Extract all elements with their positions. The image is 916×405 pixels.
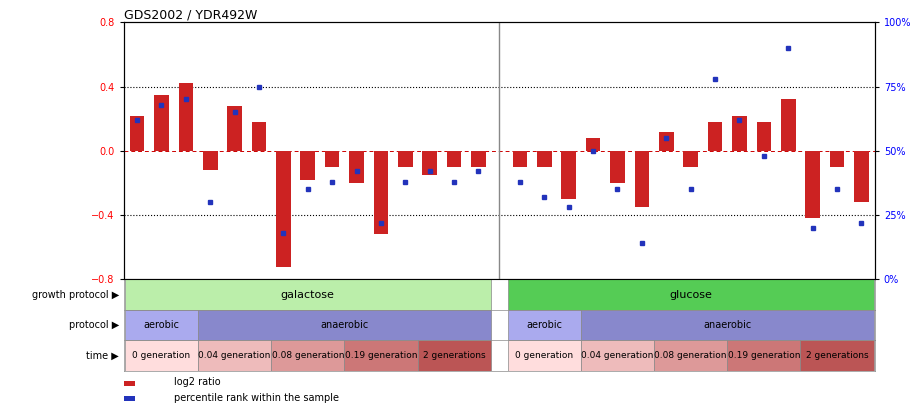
Text: anaerobic: anaerobic — [321, 320, 368, 330]
Text: time ▶: time ▶ — [86, 350, 119, 360]
Bar — [130, 115, 145, 151]
Bar — [654, 340, 727, 371]
Bar — [780, 100, 795, 151]
Bar — [732, 115, 747, 151]
Bar — [727, 340, 801, 371]
Text: log2 ratio: log2 ratio — [174, 377, 221, 387]
Bar — [537, 151, 551, 167]
Bar — [252, 122, 267, 151]
Bar — [581, 310, 874, 340]
Bar — [610, 151, 625, 183]
Bar — [398, 151, 412, 167]
Bar — [659, 132, 673, 151]
Bar — [344, 340, 418, 371]
Bar — [513, 151, 528, 167]
Bar — [683, 151, 698, 167]
Bar — [203, 151, 218, 170]
Bar — [198, 310, 491, 340]
Bar — [581, 340, 654, 371]
Text: 2 generations: 2 generations — [423, 351, 485, 360]
Bar — [854, 151, 868, 202]
Bar — [198, 340, 271, 371]
Text: aerobic: aerobic — [527, 320, 562, 330]
Text: 0.04 generation: 0.04 generation — [199, 351, 271, 360]
Bar — [325, 151, 340, 167]
Bar — [805, 151, 820, 218]
Text: protocol ▶: protocol ▶ — [69, 320, 119, 330]
Bar — [276, 151, 290, 266]
Bar — [471, 151, 485, 167]
Bar — [349, 151, 364, 183]
Bar — [586, 138, 600, 151]
Bar — [507, 279, 874, 310]
Text: 0.08 generation: 0.08 generation — [271, 351, 344, 360]
Bar — [374, 151, 388, 234]
Text: 0 generation: 0 generation — [516, 351, 573, 360]
Bar — [507, 340, 581, 371]
Bar — [757, 122, 771, 151]
Text: 0.19 generation: 0.19 generation — [344, 351, 417, 360]
Bar — [125, 279, 491, 310]
Bar — [708, 122, 723, 151]
Bar — [300, 151, 315, 180]
Text: 2 generations: 2 generations — [806, 351, 868, 360]
Text: 0.19 generation: 0.19 generation — [727, 351, 800, 360]
Text: 0 generation: 0 generation — [133, 351, 191, 360]
Text: galactose: galactose — [281, 290, 334, 300]
Text: growth protocol ▶: growth protocol ▶ — [32, 290, 119, 300]
Bar — [179, 83, 193, 151]
Text: glucose: glucose — [670, 290, 712, 300]
Bar — [227, 106, 242, 151]
Bar — [271, 340, 344, 371]
Bar — [125, 340, 198, 371]
Text: aerobic: aerobic — [144, 320, 180, 330]
Bar — [125, 310, 198, 340]
Bar — [830, 151, 845, 167]
Bar — [418, 340, 491, 371]
Bar — [562, 151, 576, 199]
Text: GDS2002 / YDR492W: GDS2002 / YDR492W — [124, 8, 257, 21]
Bar — [507, 310, 581, 340]
Text: 0.04 generation: 0.04 generation — [582, 351, 654, 360]
Text: percentile rank within the sample: percentile rank within the sample — [174, 393, 339, 403]
Text: 0.08 generation: 0.08 generation — [654, 351, 727, 360]
Bar — [447, 151, 462, 167]
Text: anaerobic: anaerobic — [703, 320, 751, 330]
Bar — [422, 151, 437, 175]
Bar — [801, 340, 874, 371]
Bar — [154, 95, 169, 151]
Bar — [635, 151, 649, 207]
